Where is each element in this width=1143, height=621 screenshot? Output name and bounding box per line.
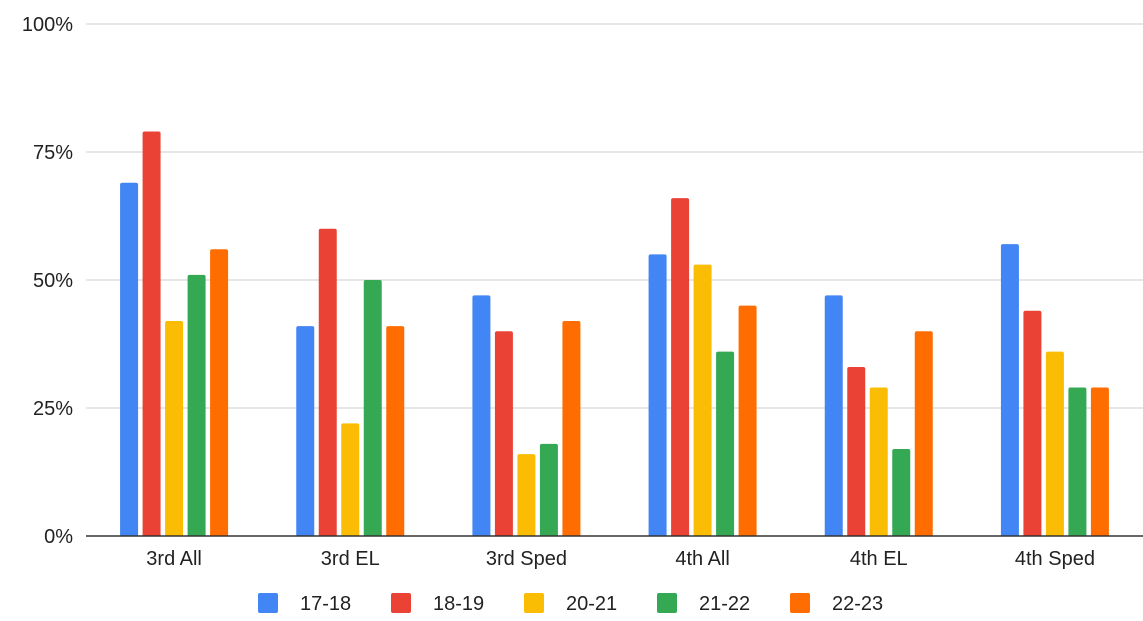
bar-22-23-3rd-sped — [562, 320, 581, 536]
legend-label: 22-23 — [832, 593, 883, 615]
x-tick-label: 4th All — [675, 548, 729, 570]
bar-22-23-4th-el — [914, 331, 933, 536]
bar-18-19-3rd-sped — [494, 331, 513, 536]
bar-18-19-4th-all — [671, 198, 690, 536]
bar-20-21-4th-el — [869, 387, 888, 536]
bar-22-23-4th-sped — [1090, 387, 1109, 536]
legend-swatch — [790, 593, 810, 613]
bar-22-23-3rd-el — [386, 326, 405, 536]
bar-20-21-4th-all — [693, 264, 712, 536]
legend-swatch — [657, 593, 677, 613]
bar-21-22-4th-all — [716, 351, 735, 536]
x-tick-label: 3rd Sped — [486, 548, 567, 570]
bar-17-18-4th-all — [648, 254, 667, 536]
bar-18-19-4th-sped — [1023, 310, 1042, 536]
legend-label: 17-18 — [300, 593, 351, 615]
bar-21-22-4th-sped — [1068, 387, 1087, 536]
bar-22-23-4th-all — [738, 305, 757, 536]
legend-label: 18-19 — [433, 593, 484, 615]
legend-swatch — [391, 593, 411, 613]
bar-18-19-3rd-all — [142, 131, 161, 536]
bar-17-18-4th-sped — [1000, 244, 1019, 536]
legend-item: 22-23 — [790, 593, 883, 615]
bar-22-23-3rd-all — [210, 249, 229, 536]
y-tick-label: 100% — [22, 14, 73, 36]
legend-item: 21-22 — [657, 593, 750, 615]
bar-21-22-3rd-all — [187, 274, 206, 536]
legend-label: 20-21 — [566, 593, 617, 615]
legend: 17-18 18-19 20-21 21-22 22-23 — [258, 593, 883, 615]
legend-swatch — [258, 593, 278, 613]
y-tick-label: 75% — [33, 142, 73, 164]
bar-17-18-3rd-all — [120, 182, 139, 536]
bar-18-19-4th-el — [847, 367, 866, 536]
y-tick-label: 0% — [44, 526, 73, 548]
bar-20-21-3rd-sped — [517, 454, 536, 536]
y-tick-label: 50% — [33, 270, 73, 292]
bar-21-22-3rd-el — [363, 280, 382, 536]
bars — [120, 131, 1109, 537]
bar-21-22-4th-el — [892, 448, 911, 536]
bar-20-21-3rd-el — [341, 423, 360, 536]
legend-item: 20-21 — [524, 593, 617, 615]
bar-20-21-3rd-all — [165, 320, 184, 536]
y-axis-ticks: 0% 25% 50% 75% 100% — [22, 14, 73, 548]
x-tick-label: 3rd EL — [321, 548, 380, 570]
bar-17-18-3rd-el — [296, 326, 315, 536]
x-tick-label: 3rd All — [146, 548, 202, 570]
legend-swatch — [524, 593, 544, 613]
bar-17-18-4th-el — [824, 295, 843, 536]
bar-18-19-3rd-el — [318, 228, 337, 537]
bar-17-18-3rd-sped — [472, 295, 491, 536]
bar-21-22-3rd-sped — [539, 443, 558, 536]
legend-item: 18-19 — [391, 593, 484, 615]
x-tick-label: 4th Sped — [1015, 548, 1095, 570]
x-axis-labels: 3rd All 3rd EL 3rd Sped 4th All 4th EL 4th Sp… — [146, 548, 1095, 570]
legend-item: 17-18 — [258, 593, 351, 615]
legend-label: 21-22 — [699, 593, 750, 615]
y-tick-label: 25% — [33, 398, 73, 420]
gridlines — [86, 23, 1143, 409]
x-tick-label: 4th EL — [850, 548, 908, 570]
bar-20-21-4th-sped — [1045, 351, 1064, 536]
